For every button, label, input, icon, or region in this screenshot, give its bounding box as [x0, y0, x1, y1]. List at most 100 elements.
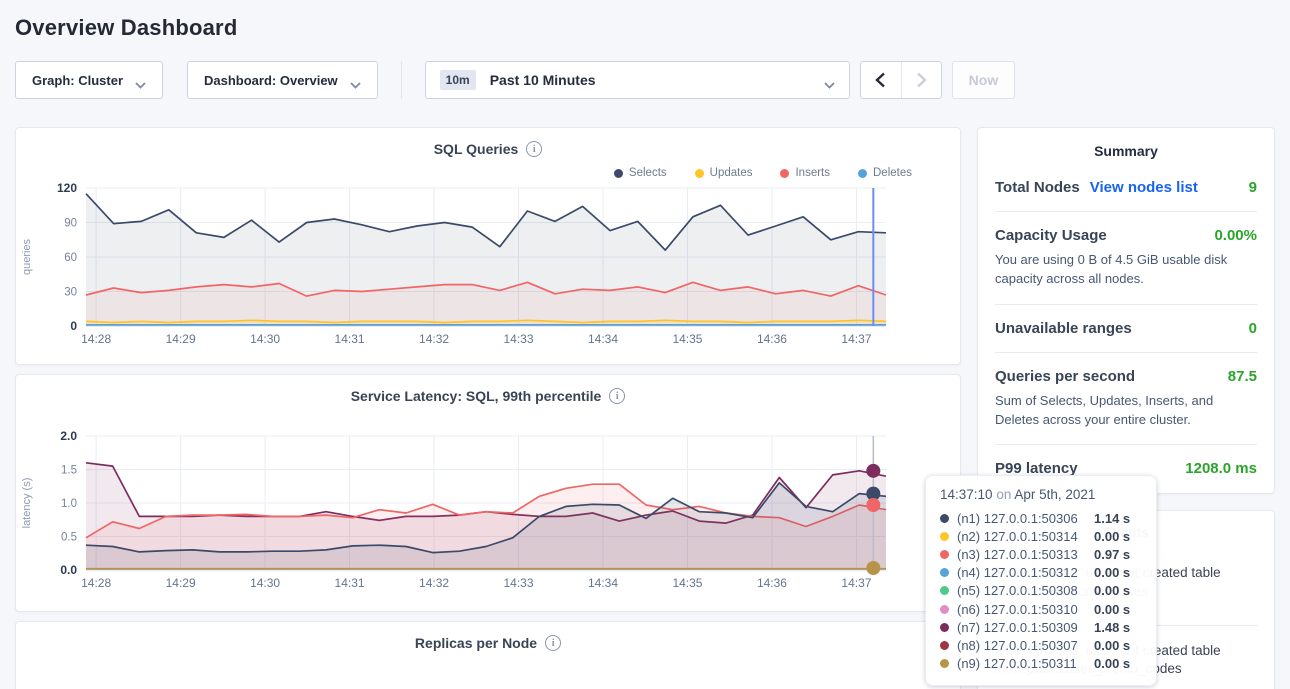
time-range-dropdown[interactable]: 10m Past 10 Minutes: [425, 61, 850, 99]
summary-label: Total Nodes: [995, 179, 1080, 196]
divider: [995, 444, 1257, 445]
legend-item-deletes[interactable]: Deletes: [858, 166, 912, 180]
sql-queries-chart-panel: SQL Queries i SelectsUpdatesInsertsDelet…: [15, 127, 961, 365]
svg-text:14:29: 14:29: [166, 332, 196, 346]
service-latency-chart-panel: Service Latency: SQL, 99th percentile i …: [15, 374, 961, 612]
controls-divider: [401, 61, 402, 99]
legend-dot-icon: [858, 169, 867, 178]
summary-value: 9: [1249, 179, 1257, 196]
series-dot-icon: [940, 659, 949, 668]
summary-value: 1208.0 ms: [1185, 460, 1257, 477]
summary-row-total-nodes: Total Nodes View nodes list 9: [995, 179, 1257, 196]
summary-label: Unavailable ranges: [995, 320, 1132, 337]
svg-text:2.0: 2.0: [60, 429, 77, 443]
svg-text:14:37: 14:37: [841, 576, 871, 590]
series-dot-icon: [940, 514, 949, 523]
tooltip-row: (n7) 127.0.0.1:503091.48 s: [940, 618, 1142, 636]
summary-label: Queries per second: [995, 368, 1135, 385]
svg-text:120: 120: [57, 181, 77, 195]
svg-text:14:35: 14:35: [672, 332, 702, 346]
svg-text:1.5: 1.5: [61, 465, 77, 477]
dashboard-dropdown-label: Dashboard: Overview: [204, 73, 338, 88]
svg-text:queries: queries: [21, 238, 33, 275]
info-icon[interactable]: i: [526, 141, 542, 157]
series-dot-icon: [940, 532, 949, 541]
legend-item-updates[interactable]: Updates: [695, 166, 753, 180]
svg-text:30: 30: [64, 287, 77, 299]
legend-item-selects[interactable]: Selects: [614, 166, 667, 180]
tooltip-row: (n5) 127.0.0.1:503080.00 s: [940, 582, 1142, 600]
service-latency-chart[interactable]: 0.00.51.01.52.014:2814:2914:3014:3114:32…: [16, 428, 962, 596]
graph-scope-label: Graph: Cluster: [32, 73, 123, 88]
summary-description: You are using 0 B of 4.5 GiB usable disk…: [995, 251, 1257, 289]
view-nodes-list-link[interactable]: View nodes list: [1090, 179, 1198, 196]
chevron-down-icon: [824, 77, 835, 84]
time-prev-button[interactable]: [861, 62, 901, 98]
summary-row-capacity-usage: Capacity Usage 0.00% You are using 0 B o…: [995, 227, 1257, 289]
svg-text:14:28: 14:28: [81, 332, 111, 346]
svg-text:latency (s): latency (s): [21, 478, 33, 529]
tooltip-row: (n3) 127.0.0.1:503130.97 s: [940, 545, 1142, 563]
svg-text:14:32: 14:32: [419, 576, 449, 590]
tooltip-row: (n8) 127.0.0.1:503070.00 s: [940, 636, 1142, 654]
sql-queries-chart[interactable]: 0 30 60 90 120 14:28 14:29 14:30 14:31 14:32 14:33…: [16, 180, 962, 352]
time-next-button[interactable]: [901, 62, 941, 98]
svg-text:14:33: 14:33: [504, 332, 534, 346]
summary-title: Summary: [995, 143, 1257, 159]
summary-row-unavailable-ranges: Unavailable ranges 0: [995, 320, 1257, 337]
svg-text:0: 0: [70, 319, 77, 333]
graph-scope-dropdown[interactable]: Graph: Cluster: [15, 61, 163, 99]
svg-text:14:37: 14:37: [841, 332, 871, 346]
chart-title-service-latency: Service Latency: SQL, 99th percentile: [351, 388, 602, 404]
legend-dot-icon: [614, 169, 623, 178]
series-dot-icon: [940, 568, 949, 577]
tooltip-row: (n9) 127.0.0.1:503110.00 s: [940, 655, 1142, 673]
series-dot-icon: [940, 641, 949, 650]
info-icon[interactable]: i: [609, 388, 625, 404]
summary-label: Capacity Usage: [995, 227, 1107, 244]
tooltip-row: (n2) 127.0.0.1:503140.00 s: [940, 527, 1142, 545]
svg-text:14:31: 14:31: [335, 332, 365, 346]
chart-legend: Selects Updates Inserts Deletes: [16, 166, 960, 180]
chevron-down-icon: [135, 77, 146, 84]
time-nav-group: [860, 61, 942, 99]
svg-text:14:35: 14:35: [672, 576, 702, 590]
svg-text:14:36: 14:36: [757, 576, 787, 590]
svg-text:14:33: 14:33: [504, 576, 534, 590]
tooltip-timestamp: 14:37:10 on Apr 5th, 2021: [940, 487, 1142, 502]
dashboard-controls: Graph: Cluster Dashboard: Overview 10m P…: [15, 61, 1275, 99]
legend-dot-icon: [695, 169, 704, 178]
divider: [995, 211, 1257, 212]
tooltip-row: (n1) 127.0.0.1:503061.14 s: [940, 509, 1142, 527]
legend-item-inserts[interactable]: Inserts: [780, 166, 830, 180]
svg-text:0.0: 0.0: [60, 563, 77, 577]
summary-description: Sum of Selects, Updates, Inserts, and De…: [995, 392, 1257, 430]
svg-text:14:30: 14:30: [250, 576, 280, 590]
svg-text:60: 60: [64, 252, 77, 264]
tooltip-row: (n6) 127.0.0.1:503100.00 s: [940, 600, 1142, 618]
svg-text:90: 90: [64, 218, 77, 230]
svg-text:14:30: 14:30: [250, 332, 280, 346]
chart-hover-tooltip: 14:37:10 on Apr 5th, 2021 (n1) 127.0.0.1…: [925, 475, 1157, 686]
summary-value: 0.00%: [1214, 227, 1257, 244]
summary-panel: Summary Total Nodes View nodes list 9 Ca…: [977, 127, 1275, 494]
now-button[interactable]: Now: [952, 61, 1016, 99]
svg-text:14:34: 14:34: [588, 576, 618, 590]
series-dot-icon: [940, 605, 949, 614]
time-range-label: Past 10 Minutes: [490, 72, 810, 88]
legend-dot-icon: [780, 169, 789, 178]
info-icon[interactable]: i: [545, 635, 561, 651]
dashboard-dropdown[interactable]: Dashboard: Overview: [187, 61, 378, 99]
series-dot-icon: [940, 623, 949, 632]
divider: [995, 352, 1257, 353]
time-range-badge: 10m: [440, 70, 476, 90]
page-title: Overview Dashboard: [15, 0, 1275, 61]
series-dot-icon: [940, 586, 949, 595]
svg-text:14:31: 14:31: [335, 576, 365, 590]
svg-text:14:29: 14:29: [166, 576, 196, 590]
svg-text:14:28: 14:28: [81, 576, 111, 590]
svg-text:14:32: 14:32: [419, 332, 449, 346]
divider: [995, 304, 1257, 305]
chart-title-replicas-per-node: Replicas per Node: [415, 635, 537, 651]
svg-text:14:36: 14:36: [757, 332, 787, 346]
